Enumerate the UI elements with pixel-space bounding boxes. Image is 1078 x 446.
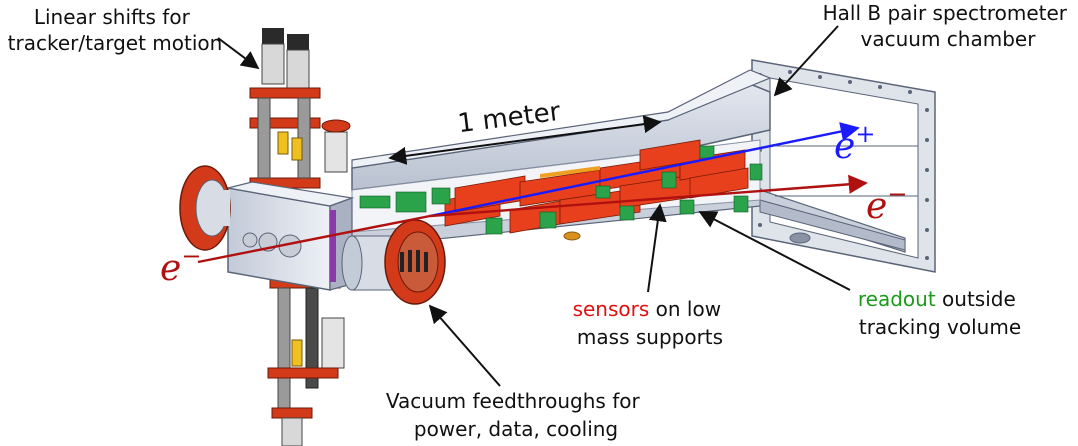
label-readout-rest: outside (936, 287, 1016, 311)
label-electron-in: e− (160, 242, 201, 289)
label-electron-in-base: e (160, 248, 181, 289)
label-chamber-1: Hall B pair spectrometer (823, 1, 1068, 25)
beam-lines (197, 122, 918, 264)
label-positron: e+ (834, 120, 875, 167)
label-electron-in-sup: − (181, 242, 201, 270)
label-sensors-word: sensors (573, 297, 650, 321)
label-sensors-2: mass supports (577, 325, 723, 349)
label-readout-2: tracking volume (859, 315, 1021, 339)
arrow-sensors (647, 203, 667, 293)
annotation-arrows (217, 25, 851, 387)
label-positron-sup: + (855, 120, 875, 148)
label-feedthrough-2: power, data, cooling (414, 417, 618, 441)
feedthrough-flange (341, 219, 446, 305)
arrow-readout (698, 211, 851, 291)
label-sensors: sensors on low mass supports (573, 297, 728, 349)
label-sensors-rest: on low (649, 297, 721, 321)
positron-beam (429, 122, 860, 218)
label-readout-word: readout (858, 287, 936, 311)
label-chamber-2: vacuum chamber (861, 27, 1037, 51)
label-electron-out-base: e (866, 186, 887, 227)
label-electron-out: e− (866, 180, 907, 227)
arrow-linear-shifts (217, 37, 260, 70)
arrow-feedthrough (428, 304, 501, 387)
electron-beam-out (429, 174, 868, 218)
beam-flange-left (179, 165, 231, 251)
readout-boards (359, 145, 763, 235)
electron-beam-in (197, 214, 431, 264)
label-feedthrough: Vacuum feedthroughs for power, data, coo… (386, 389, 646, 441)
label-feedthrough-1: Vacuum feedthroughs for (386, 389, 641, 413)
label-linear-shifts: Linear shifts for tracker/target motion (8, 5, 223, 55)
label-chamber: Hall B pair spectrometer vacuum chamber (823, 1, 1074, 51)
label-positron-base: e (834, 126, 855, 167)
label-readout: readout outside tracking volume (858, 287, 1022, 339)
label-linear-shifts-1: Linear shifts for (34, 5, 191, 29)
arrow-meter (388, 115, 662, 165)
label-electron-out-sup: − (887, 180, 907, 208)
arrow-chamber (773, 25, 839, 97)
label-linear-shifts-2: tracker/target motion (8, 31, 223, 55)
linear-shift-top (249, 28, 351, 189)
linear-shift-bottom (267, 277, 345, 446)
